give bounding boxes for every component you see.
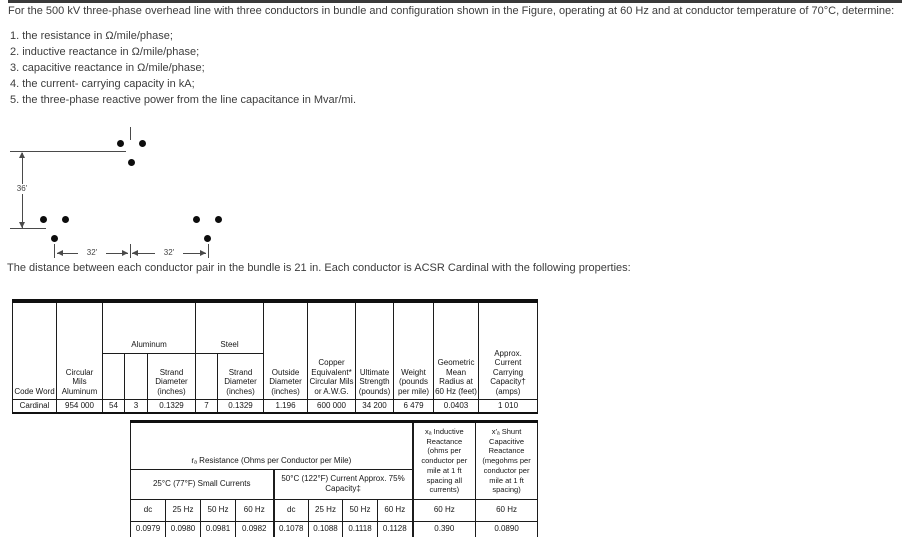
- t1-cell-capacity: 1 010: [478, 398, 539, 414]
- t1-cell-al-strands: 54: [102, 398, 125, 414]
- arrow-right-icon: [122, 250, 128, 256]
- t2-cell-r-25c-25hz: 0.0980: [165, 521, 201, 537]
- t1-cell-ultimate-strength: 34 200: [355, 398, 395, 414]
- t1-header-st-strand-diameter: Strand Diameter (inches): [216, 352, 265, 400]
- t1-header-code-word: Code Word: [12, 300, 57, 400]
- t1-data-row: Cardinal 954 000 54 3 0.1329 7 0.1329 1.…: [12, 398, 539, 414]
- t1-header-ultimate-strength: Ultimate Strength (pounds): [355, 300, 395, 400]
- conductor-dot: [204, 235, 211, 242]
- requirement-item-5: 5. the three-phase reactive power from t…: [10, 94, 357, 106]
- requirements-list: 1. the resistance in Ω/mile/phase; 2. in…: [10, 28, 356, 108]
- t2-data-row: 0.0979 0.0980 0.0981 0.0982 0.1078 0.108…: [130, 521, 539, 537]
- t1-header-outside-diameter: Outside Diameter (inches): [263, 300, 309, 400]
- t2-cell-r-25c-60hz: 0.0982: [235, 521, 274, 537]
- center-tick: [130, 244, 131, 258]
- t1-cell-st-strand-diameter: 0.1329: [216, 398, 265, 414]
- t1-cell-weight: 6 479: [393, 398, 435, 414]
- t2-header-freq: 25 Hz: [308, 499, 343, 522]
- t1-cell-code-word: Cardinal: [12, 398, 57, 414]
- t1-header-gmr: Geometric Mean Radius at 60 Hz (feet): [433, 300, 480, 400]
- t2-cell-inductive-reactance: 0.390: [411, 521, 477, 537]
- requirement-item-2: 2. inductive reactance in Ω/mile/phase;: [10, 46, 200, 58]
- conductor-dot: [40, 216, 47, 223]
- conductor-dot: [117, 140, 124, 147]
- upper-reference-line: [10, 151, 126, 152]
- t2-header-xshunt-freq: 60 Hz: [475, 499, 539, 522]
- t2-cell-r-50c-50hz: 0.1118: [342, 521, 378, 537]
- right-span-dimension-label: 32': [155, 248, 183, 258]
- left-bundle-tick: [54, 244, 55, 258]
- t1-header-copper-equivalent: Copper Equivalent* Circular Mils or A.W.…: [307, 300, 357, 400]
- t2-header-shunt-capacitive-reactance: x′ₐ Shunt Capacitive Reactance (megohms …: [475, 421, 539, 500]
- conductor-dot: [139, 140, 146, 147]
- t1-header-circular-mils: Circular Mils Aluminum: [56, 300, 103, 400]
- t1-header-al-strands: [102, 352, 125, 400]
- t2-cell-r-25c-dc: 0.0979: [130, 521, 166, 537]
- t1-group-steel: Steel: [194, 300, 265, 354]
- right-bundle-tick: [208, 244, 209, 258]
- t2-cell-shunt-capacitive-reactance: 0.0890: [475, 521, 539, 537]
- arrow-down-icon: [19, 222, 25, 228]
- t2-header-freq: 50 Hz: [200, 499, 236, 522]
- t2-header-freq: dc: [130, 499, 166, 522]
- arrow-left-icon: [57, 250, 63, 256]
- t2-header-freq: dc: [272, 499, 309, 522]
- t2-cell-r-50c-60hz: 0.1128: [376, 521, 414, 537]
- left-span-dimension-label: 32': [78, 248, 106, 258]
- arrow-right-icon: [200, 250, 206, 256]
- conductor-configuration-figure: 36' 32' 32': [0, 122, 270, 264]
- t1-cell-circular-mils: 954 000: [56, 398, 103, 414]
- t1-cell-st-strands: 7: [195, 398, 218, 414]
- t2-header-25c: 25°C (77°F) Small Currents: [130, 469, 274, 500]
- conductor-dot: [62, 216, 69, 223]
- t1-header-weight: Weight (pounds per mile): [393, 300, 435, 400]
- t2-cell-r-50c-25hz: 0.1088: [308, 521, 343, 537]
- t2-header-freq: 25 Hz: [165, 499, 201, 522]
- t2-cell-r-50c-dc: 0.1078: [272, 521, 309, 537]
- t1-cell-al-layers: 3: [124, 398, 148, 414]
- t1-group-aluminum: Aluminum: [102, 300, 196, 354]
- lower-reference-line: [10, 228, 46, 229]
- conductor-dot: [215, 216, 222, 223]
- t1-cell-copper-equivalent: 600 000: [307, 398, 357, 414]
- conductor-dot: [193, 216, 200, 223]
- t1-cell-al-strand-diameter: 0.1329: [147, 398, 196, 414]
- t1-header-capacity: Approx. Current Carrying Capacity† (amps…: [478, 300, 539, 400]
- t2-header-50c: 50°C (122°F) Current Approx. 75% Capacit…: [272, 469, 414, 500]
- t2-header-freq: 50 Hz: [342, 499, 378, 522]
- arrow-left-icon: [132, 250, 138, 256]
- scan-artifact-strip: [8, 0, 902, 3]
- requirement-item-1: 1. the resistance in Ω/mile/phase;: [10, 30, 173, 42]
- arrow-up-icon: [19, 152, 25, 158]
- t1-cell-outside-diameter: 1.196: [263, 398, 309, 414]
- t1-header-al-strand-diameter: Strand Diameter (inches): [147, 352, 196, 400]
- top-bundle-center-tick: [130, 127, 131, 140]
- t1-header-al-layers: [124, 352, 148, 400]
- requirement-item-4: 4. the current- carrying capacity in kA;: [10, 78, 195, 90]
- conductor-dot: [51, 235, 58, 242]
- t2-resistance-title: rₐ Resistance (Ohms per Conductor per Mi…: [129, 421, 414, 470]
- t1-cell-gmr: 0.0403: [433, 398, 480, 414]
- bundle-spacing-note: The distance between each conductor pair…: [7, 262, 631, 274]
- t2-cell-r-25c-50hz: 0.0981: [200, 521, 236, 537]
- requirement-item-3: 3. capacitive reactance in Ω/mile/phase;: [10, 62, 205, 74]
- electrical-characteristics-table: rₐ Resistance (Ohms per Conductor per Mi…: [129, 420, 539, 537]
- t2-header-xa-freq: 60 Hz: [411, 499, 477, 522]
- t1-header-st-strands: [195, 352, 218, 400]
- conductor-properties-table: Code Word Circular Mils Aluminum Aluminu…: [12, 299, 539, 415]
- height-dimension-label: 36': [10, 184, 34, 194]
- problem-statement: For the 500 kV three-phase overhead line…: [8, 5, 895, 17]
- t2-header-freq: 60 Hz: [376, 499, 414, 522]
- t2-header-freq: 60 Hz: [235, 499, 274, 522]
- conductor-dot: [128, 159, 135, 166]
- t2-header-inductive-reactance: xₐ Inductive Reactance (ohms per conduct…: [411, 421, 477, 500]
